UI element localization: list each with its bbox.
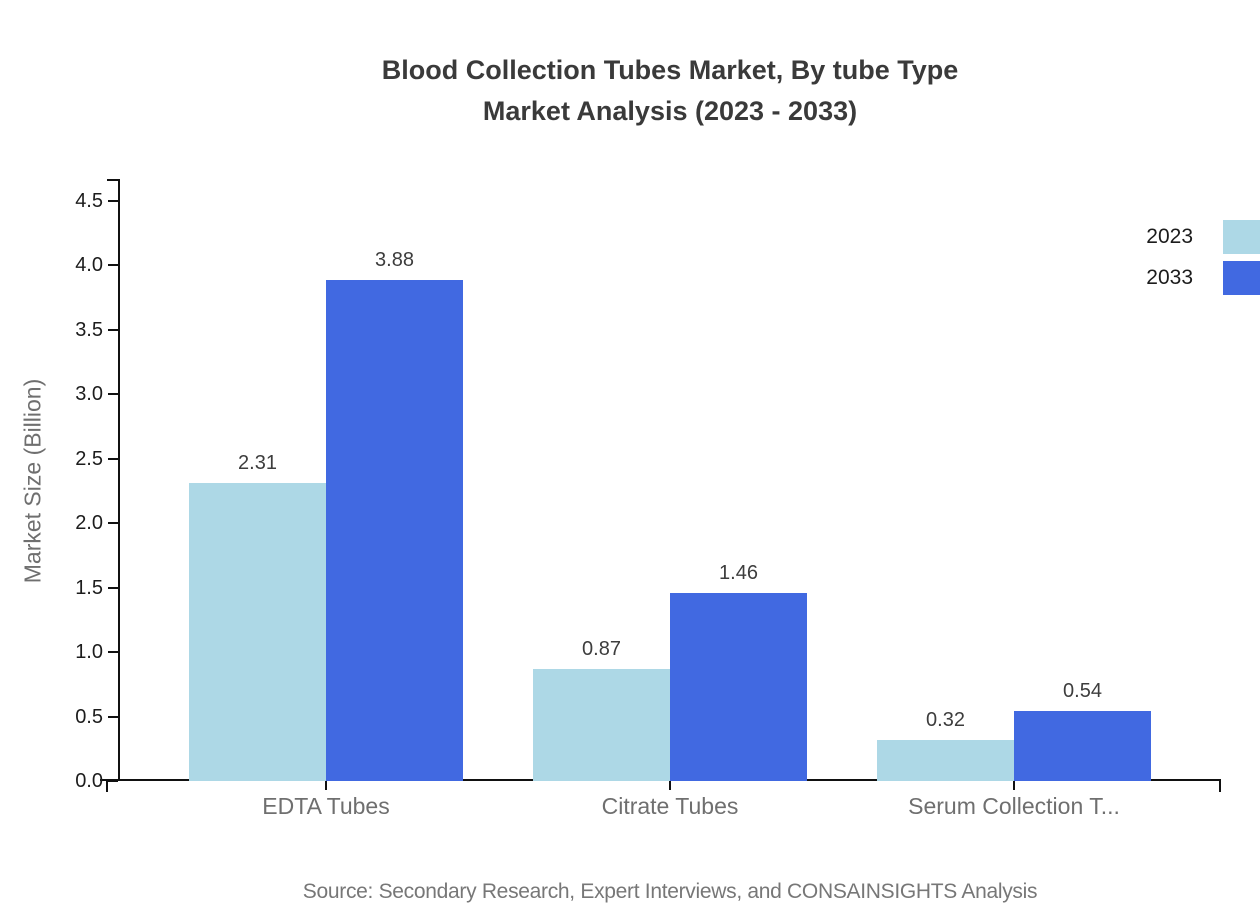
y-axis-top-cap bbox=[107, 179, 120, 181]
y-axis-line bbox=[118, 179, 120, 781]
y-tick-mark bbox=[108, 522, 118, 524]
chart-title-line2: Market Analysis (2023 - 2033) bbox=[482, 96, 858, 126]
bar-value-label: 2.31 bbox=[238, 452, 277, 474]
y-tick-label: 0.5 bbox=[75, 705, 103, 728]
y-tick-label: 0.0 bbox=[75, 770, 103, 792]
x-axis-right-cap bbox=[1219, 779, 1221, 792]
y-tick-label: 3.0 bbox=[75, 383, 103, 405]
y-tick-label: 1.5 bbox=[75, 576, 103, 599]
bar-2033-Citrate Tubes bbox=[670, 593, 807, 781]
bar-2033-Serum Collection T... bbox=[1014, 711, 1151, 781]
y-tick-mark bbox=[108, 586, 118, 589]
y-tick-mark bbox=[108, 199, 118, 202]
x-tick-mark bbox=[325, 781, 327, 790]
bar-2023-Citrate Tubes bbox=[533, 669, 670, 781]
bar-value-label: 0.32 bbox=[926, 709, 965, 731]
y-tick-mark bbox=[108, 651, 118, 653]
bar-value-label: 0.54 bbox=[1063, 680, 1102, 702]
bar-value-label: 3.88 bbox=[375, 249, 414, 271]
x-tick-mark bbox=[1013, 781, 1015, 790]
y-tick-mark bbox=[108, 328, 118, 331]
bar-value-label: 0.87 bbox=[582, 638, 621, 660]
x-category-label: Serum Collection T... bbox=[908, 793, 1120, 819]
chart-title-line1: Blood Collection Tubes Market, By tube T… bbox=[381, 55, 959, 85]
y-tick-label: 2.5 bbox=[75, 447, 103, 470]
bar-2023-Serum Collection T... bbox=[877, 740, 1014, 781]
x-tick-mark bbox=[669, 781, 671, 790]
y-tick-label: 2.0 bbox=[75, 512, 103, 534]
x-category-label: Citrate Tubes bbox=[601, 793, 739, 819]
x-axis-left-cap bbox=[106, 779, 108, 792]
y-tick-label: 1.0 bbox=[75, 641, 103, 663]
source-note: Source: Secondary Research, Expert Inter… bbox=[302, 880, 1038, 903]
y-tick-label: 4.0 bbox=[75, 254, 103, 276]
y-tick-mark bbox=[108, 393, 118, 395]
x-category-label: EDTA Tubes bbox=[262, 793, 390, 819]
y-tick-mark bbox=[108, 780, 118, 782]
y-axis-title: Market Size (Billion) bbox=[19, 378, 46, 584]
y-tick-label: 3.5 bbox=[75, 318, 103, 341]
bar-value-label: 1.46 bbox=[719, 562, 758, 584]
y-tick-mark bbox=[108, 457, 118, 460]
chart-title: Blood Collection Tubes Market, By tube T… bbox=[70, 50, 1260, 132]
y-tick-mark bbox=[108, 264, 118, 266]
bar-2023-EDTA Tubes bbox=[189, 483, 326, 781]
legend-label-2033[interactable]: 2033 bbox=[1146, 266, 1193, 289]
legend-label-2023[interactable]: 2023 bbox=[1146, 225, 1193, 248]
legend-swatch-2033[interactable] bbox=[1223, 261, 1260, 295]
y-tick-mark bbox=[108, 715, 118, 718]
legend-swatch-2023[interactable] bbox=[1223, 220, 1260, 254]
y-tick-label: 4.5 bbox=[75, 189, 103, 212]
bar-2033-EDTA Tubes bbox=[326, 280, 463, 781]
